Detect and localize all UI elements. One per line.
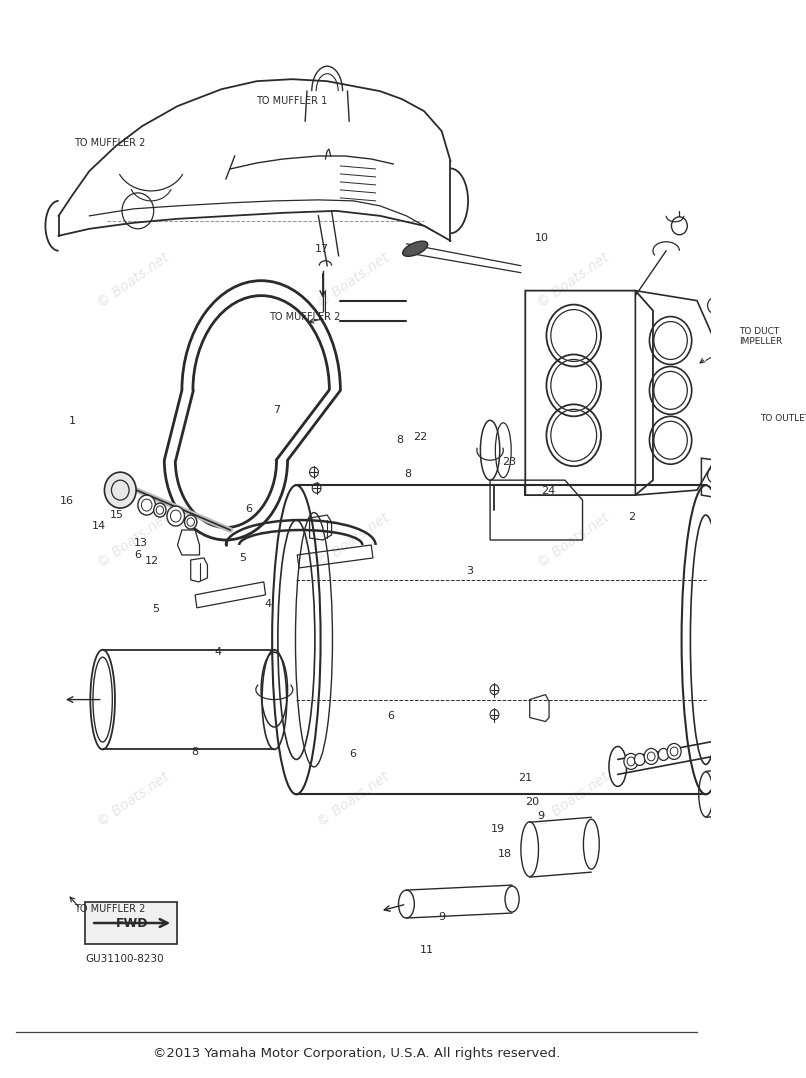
Circle shape: [624, 754, 638, 770]
Text: 5: 5: [239, 553, 246, 564]
Text: 8: 8: [404, 470, 411, 480]
Text: 22: 22: [413, 432, 427, 442]
Text: 19: 19: [491, 825, 505, 834]
Text: TO MUFFLER 1: TO MUFFLER 1: [256, 96, 327, 106]
Text: 23: 23: [502, 457, 516, 467]
Text: 4: 4: [264, 598, 271, 608]
Text: 13: 13: [135, 538, 148, 549]
Text: 6: 6: [387, 711, 394, 721]
Text: 18: 18: [498, 849, 513, 859]
Circle shape: [644, 748, 659, 764]
Text: 21: 21: [518, 773, 532, 783]
Text: ©2013 Yamaha Motor Corporation, U.S.A. All rights reserved.: ©2013 Yamaha Motor Corporation, U.S.A. A…: [152, 1047, 560, 1060]
Text: 17: 17: [315, 244, 329, 253]
Text: 5: 5: [152, 604, 160, 613]
Circle shape: [659, 748, 669, 760]
Circle shape: [105, 472, 136, 508]
Text: © Boats.net: © Boats.net: [535, 510, 613, 570]
Text: © Boats.net: © Boats.net: [315, 251, 393, 310]
Text: 12: 12: [145, 555, 159, 566]
Circle shape: [138, 495, 156, 515]
Text: 6: 6: [349, 749, 356, 759]
Text: 4: 4: [214, 647, 222, 657]
Circle shape: [634, 754, 645, 765]
Text: 11: 11: [420, 944, 434, 955]
Text: © Boats.net: © Boats.net: [315, 770, 393, 829]
Text: TO OUTLET: TO OUTLET: [760, 414, 806, 423]
Circle shape: [154, 503, 166, 517]
Text: 20: 20: [526, 798, 539, 807]
Ellipse shape: [403, 241, 428, 257]
Text: 6: 6: [245, 503, 251, 514]
Text: © Boats.net: © Boats.net: [95, 770, 172, 829]
Text: 9: 9: [438, 912, 445, 923]
Text: TO DUCT
IMPELLER: TO DUCT IMPELLER: [739, 327, 783, 346]
Text: 10: 10: [535, 233, 549, 243]
Text: © Boats.net: © Boats.net: [535, 770, 613, 829]
Text: 9: 9: [537, 812, 544, 821]
Text: 16: 16: [60, 496, 73, 507]
Circle shape: [667, 744, 681, 759]
Text: 8: 8: [191, 747, 198, 757]
Text: 14: 14: [92, 521, 106, 531]
Text: 1: 1: [69, 416, 76, 426]
Text: 8: 8: [397, 436, 404, 445]
Text: 3: 3: [467, 566, 473, 577]
Text: 24: 24: [541, 485, 555, 496]
Text: TO MUFFLER 2: TO MUFFLER 2: [73, 138, 145, 148]
Text: 2: 2: [628, 512, 635, 523]
Circle shape: [185, 515, 197, 529]
Text: FWD: FWD: [115, 916, 148, 929]
Text: © Boats.net: © Boats.net: [535, 251, 613, 310]
Text: GU31100-8230: GU31100-8230: [85, 954, 164, 964]
Text: TO MUFFLER 2: TO MUFFLER 2: [73, 904, 145, 914]
Text: © Boats.net: © Boats.net: [315, 510, 393, 570]
Text: 15: 15: [110, 510, 123, 521]
Text: © Boats.net: © Boats.net: [95, 251, 172, 310]
Text: 7: 7: [273, 405, 280, 415]
Text: 6: 6: [134, 550, 141, 561]
Text: TO MUFFLER 2: TO MUFFLER 2: [269, 312, 341, 321]
Text: © Boats.net: © Boats.net: [95, 510, 172, 570]
Circle shape: [167, 506, 185, 526]
Bar: [85, 902, 177, 944]
